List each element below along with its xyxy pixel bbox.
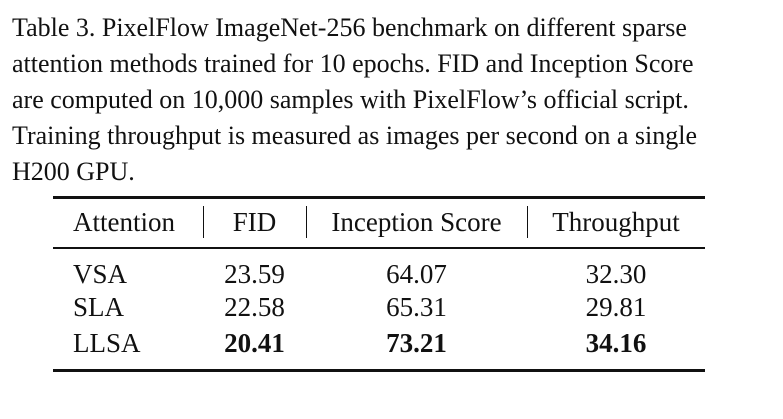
row-throughput-best: 34.16 — [585, 328, 647, 358]
caption-line: Table 3. PixelFlow ImageNet-256 benchmar… — [12, 13, 687, 42]
row-attention: VSA — [73, 259, 128, 289]
row-throughput: 29.81 — [585, 292, 647, 322]
bottom-rule — [53, 369, 705, 372]
row-fid: 23.59 — [224, 259, 285, 289]
row-fid-best: 20.41 — [224, 328, 285, 358]
row-inception: 65.31 — [386, 292, 447, 322]
column-separator — [527, 206, 528, 238]
top-rule — [53, 196, 705, 199]
table-caption: Table 3. PixelFlow ImageNet-256 benchmar… — [12, 10, 772, 190]
caption-line: Training throughput is measured as image… — [12, 121, 698, 150]
column-separator — [203, 206, 204, 238]
caption-line: are computed on 10,000 samples with Pixe… — [12, 85, 689, 114]
header-inception-score: Inception Score — [331, 207, 502, 237]
header-attention: Attention — [73, 207, 175, 237]
header-throughput: Throughput — [552, 207, 680, 237]
row-attention: SLA — [73, 292, 125, 322]
header-rule — [53, 247, 705, 249]
row-fid: 22.58 — [224, 292, 285, 322]
row-inception: 64.07 — [386, 259, 447, 289]
caption-line: H200 GPU. — [12, 157, 135, 186]
caption-line: attention methods trained for 10 epochs.… — [12, 49, 694, 78]
column-separator — [306, 206, 307, 238]
row-inception-best: 73.21 — [386, 328, 447, 358]
row-throughput: 32.30 — [585, 259, 647, 289]
row-attention: LLSA — [73, 328, 141, 358]
header-fid: FID — [232, 207, 277, 237]
